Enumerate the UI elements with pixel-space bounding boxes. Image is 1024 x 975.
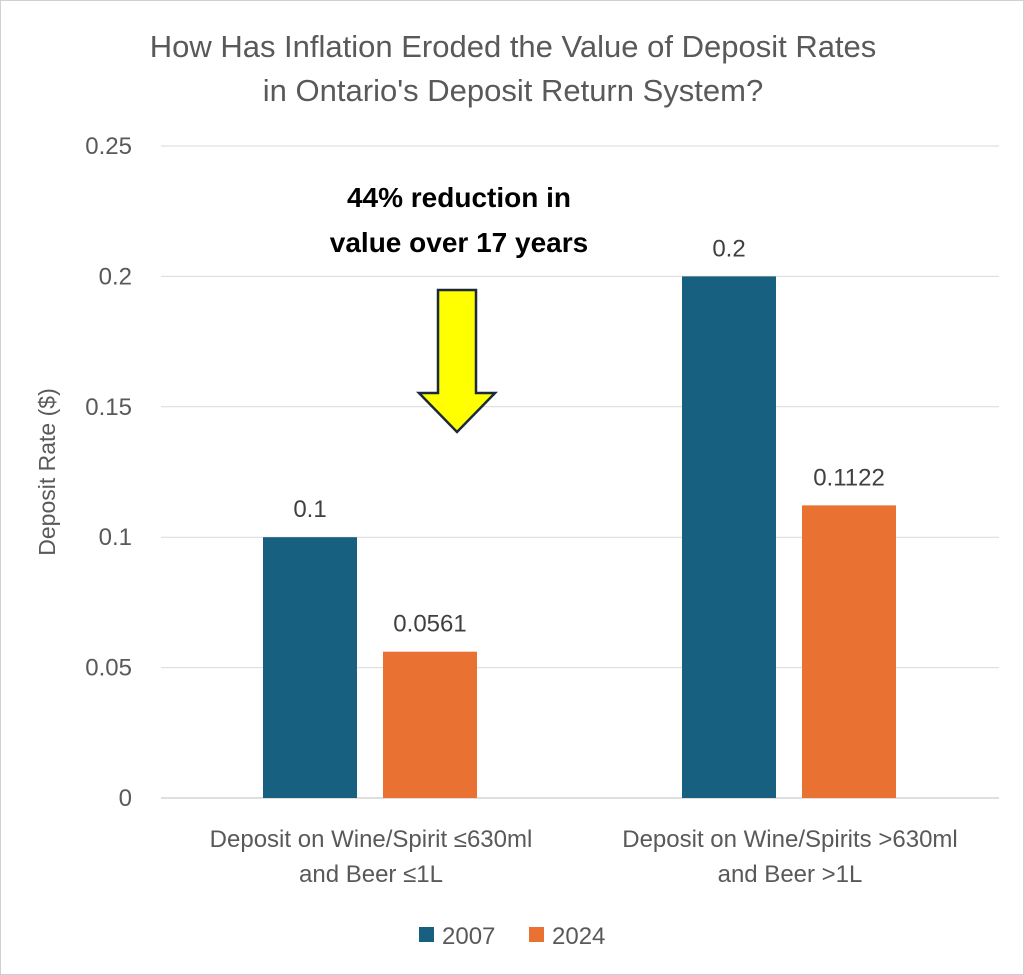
y-tick-label: 0.05: [85, 655, 132, 682]
chart-title-line: How Has Inflation Eroded the Value of De…: [150, 29, 877, 64]
bar-2024-2: [802, 505, 896, 798]
y-tick-label: 0.25: [85, 133, 132, 160]
data-label: 0.1122: [813, 464, 885, 491]
y-tick-label: 0: [119, 785, 132, 812]
category-label: Deposit on Wine/Spirits >630ml: [622, 826, 957, 853]
y-tick-label: 0.15: [85, 394, 132, 421]
bar-2007-2: [682, 276, 776, 798]
chart-title-line: in Ontario's Deposit Return System?: [263, 73, 763, 108]
down-arrow-icon: [416, 288, 498, 434]
data-label: 0.2: [712, 235, 745, 262]
bar-2007-1: [263, 537, 357, 798]
legend-swatch-2024: [529, 927, 544, 942]
legend-label: 2024: [552, 923, 605, 950]
y-axis-title: Deposit Rate ($): [34, 388, 60, 555]
y-tick-label: 0.2: [99, 263, 132, 290]
annotation-text: 44% reduction in: [347, 182, 571, 213]
y-tick-label: 0.1: [99, 524, 132, 551]
category-label: and Beer >1L: [718, 861, 863, 888]
legend-swatch-2007: [419, 927, 434, 942]
category-label: Deposit on Wine/Spirit ≤630ml: [210, 826, 533, 853]
annotation-text: value over 17 years: [330, 227, 588, 258]
bar-2024-1: [383, 651, 477, 798]
legend-label: 2007: [442, 923, 495, 950]
data-label: 0.0561: [393, 611, 466, 638]
category-label: and Beer ≤1L: [299, 861, 443, 888]
data-label: 0.1: [293, 496, 326, 523]
